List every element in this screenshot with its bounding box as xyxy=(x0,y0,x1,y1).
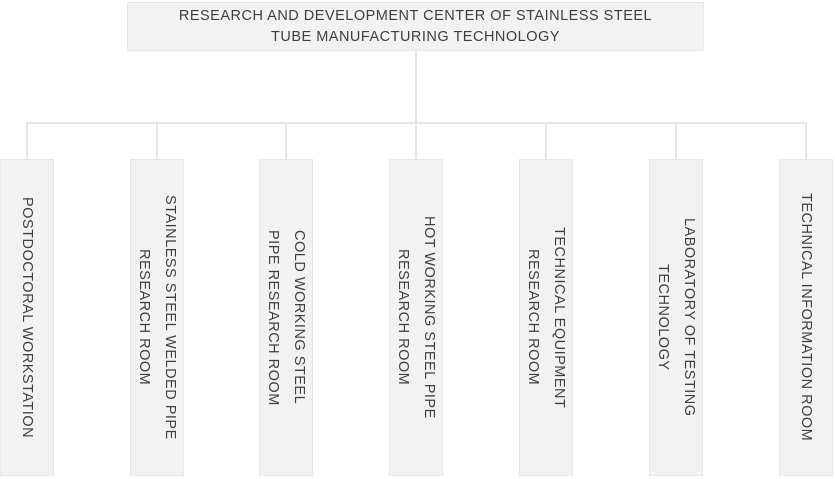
child-box-postdoctoral-workstation: POSTDOCTORAL WORKSTATION xyxy=(0,159,54,476)
connector-drop xyxy=(805,122,807,159)
child-box-technical-information-room: TECHNICAL INFORMATION ROOM xyxy=(779,159,833,476)
connector-drop xyxy=(675,122,677,159)
child-box-label: STAINLESS STEEL WELDED PIPE RESEARCH ROO… xyxy=(136,195,178,440)
child-box-label: TECHNICAL INFORMATION ROOM xyxy=(798,193,814,442)
child-box-label: LABORATORY OF TESTING TECHNOLOGY xyxy=(655,218,697,417)
child-box-stainless-steel-welded-pipe-research-room: STAINLESS STEEL WELDED PIPE RESEARCH ROO… xyxy=(130,159,184,476)
org-root-box: RESEARCH AND DEVELOPMENT CENTER OF STAIN… xyxy=(127,2,704,51)
child-box-cold-working-steel-pipe-research-room: COLD WORKING STEEL PIPE RESEARCH ROOM xyxy=(259,159,313,476)
child-box-technical-equipment-research-room: TECHNICAL EQUIPMENT RESEARCH ROOM xyxy=(519,159,573,476)
connector-drop xyxy=(285,122,287,159)
org-root-label-line-1: RESEARCH AND DEVELOPMENT CENTER OF STAIN… xyxy=(178,7,653,24)
connector-stem xyxy=(415,51,417,122)
org-root-label-line-2: TUBE MANUFACTURING TECHNOLOGY xyxy=(271,28,560,45)
connector-drop xyxy=(545,122,547,159)
child-box-label: TECHNICAL EQUIPMENT RESEARCH ROOM xyxy=(525,226,567,409)
child-box-hot-working-steel-pipe-research-room: HOT WORKING STEEL PIPE RESEARCH ROOM xyxy=(389,159,443,476)
connector-drop xyxy=(415,122,417,159)
child-box-label: HOT WORKING STEEL PIPE RESEARCH ROOM xyxy=(395,216,437,419)
child-box-laboratory-of-testing-technology: LABORATORY OF TESTING TECHNOLOGY xyxy=(649,159,703,476)
connector-drop xyxy=(156,122,158,159)
child-box-label: POSTDOCTORAL WORKSTATION xyxy=(19,196,35,439)
child-box-label: COLD WORKING STEEL PIPE RESEARCH ROOM xyxy=(265,229,307,406)
connector-drop xyxy=(26,122,28,159)
